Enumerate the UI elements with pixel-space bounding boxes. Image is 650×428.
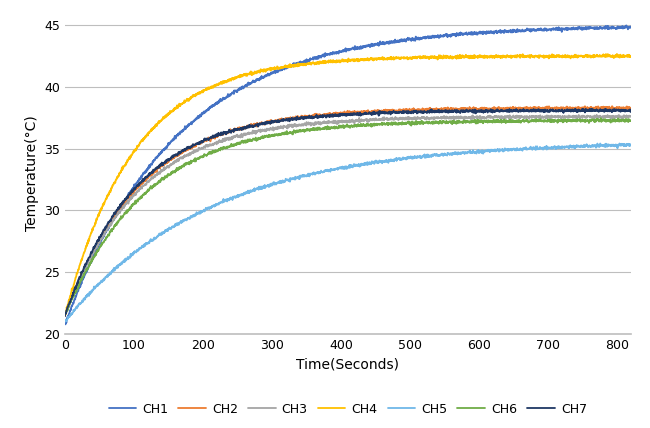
CH1 [506, 28, 514, 33]
CH5 [506, 147, 514, 152]
CH3 [61, 312, 69, 318]
CH7 [627, 110, 634, 115]
CH3 [575, 113, 582, 118]
CH1 [610, 25, 618, 30]
CH3 [90, 248, 97, 253]
CH6 [61, 312, 69, 318]
CH3 [336, 119, 344, 125]
CH1 [627, 25, 634, 30]
CH4 [61, 313, 69, 318]
Y-axis label: Temperature(°C): Temperature(°C) [25, 116, 39, 231]
CH4 [506, 54, 514, 59]
CH4 [610, 54, 618, 59]
Legend: CH1, CH2, CH3, CH4, CH5, CH6, CH7: CH1, CH2, CH3, CH4, CH5, CH6, CH7 [103, 398, 592, 421]
CH7 [336, 113, 344, 118]
Line: CH5: CH5 [65, 143, 630, 321]
CH7 [90, 246, 97, 251]
CH7 [61, 313, 69, 318]
CH7 [610, 108, 618, 113]
CH5 [90, 284, 98, 289]
CH2 [506, 105, 514, 110]
CH6 [321, 125, 329, 131]
CH4 [610, 56, 617, 61]
CH1 [622, 23, 630, 28]
CH6 [627, 118, 634, 123]
CH5 [627, 142, 634, 147]
CH7 [610, 108, 618, 113]
CH3 [627, 113, 634, 119]
CH5 [321, 169, 329, 174]
Line: CH2: CH2 [65, 106, 630, 316]
CH4 [321, 58, 329, 63]
CH6 [336, 124, 344, 129]
CH2 [61, 314, 69, 319]
CH6 [610, 119, 618, 124]
CH5 [336, 166, 344, 171]
Line: CH1: CH1 [65, 25, 630, 324]
CH7 [321, 113, 329, 118]
CH6 [506, 117, 514, 122]
CH2 [627, 106, 634, 111]
CH1 [61, 322, 69, 327]
CH4 [336, 60, 344, 65]
CH4 [627, 54, 634, 59]
CH7 [588, 106, 595, 111]
CH5 [61, 319, 69, 324]
CH1 [336, 49, 344, 54]
CH3 [321, 120, 329, 125]
CH5 [610, 143, 618, 148]
CH2 [610, 105, 618, 110]
Line: CH6: CH6 [65, 118, 630, 315]
CH2 [610, 105, 618, 110]
CH5 [61, 319, 69, 324]
CH2 [321, 112, 329, 117]
CH5 [610, 144, 618, 149]
Line: CH3: CH3 [65, 115, 630, 315]
CH5 [616, 141, 623, 146]
CH2 [90, 247, 97, 252]
CH6 [610, 117, 618, 122]
CH4 [90, 224, 97, 229]
CH3 [506, 116, 514, 121]
CH2 [608, 104, 616, 109]
Line: CH4: CH4 [65, 54, 630, 315]
CH2 [336, 110, 344, 116]
CH3 [610, 114, 618, 119]
CH7 [506, 109, 514, 114]
X-axis label: Time(Seconds): Time(Seconds) [296, 357, 399, 371]
CH1 [610, 25, 617, 30]
CH3 [610, 116, 618, 121]
CH1 [321, 54, 329, 59]
CH6 [90, 255, 97, 260]
CH6 [597, 116, 604, 121]
CH1 [90, 253, 97, 258]
Line: CH7: CH7 [65, 109, 630, 316]
CH4 [613, 51, 621, 56]
